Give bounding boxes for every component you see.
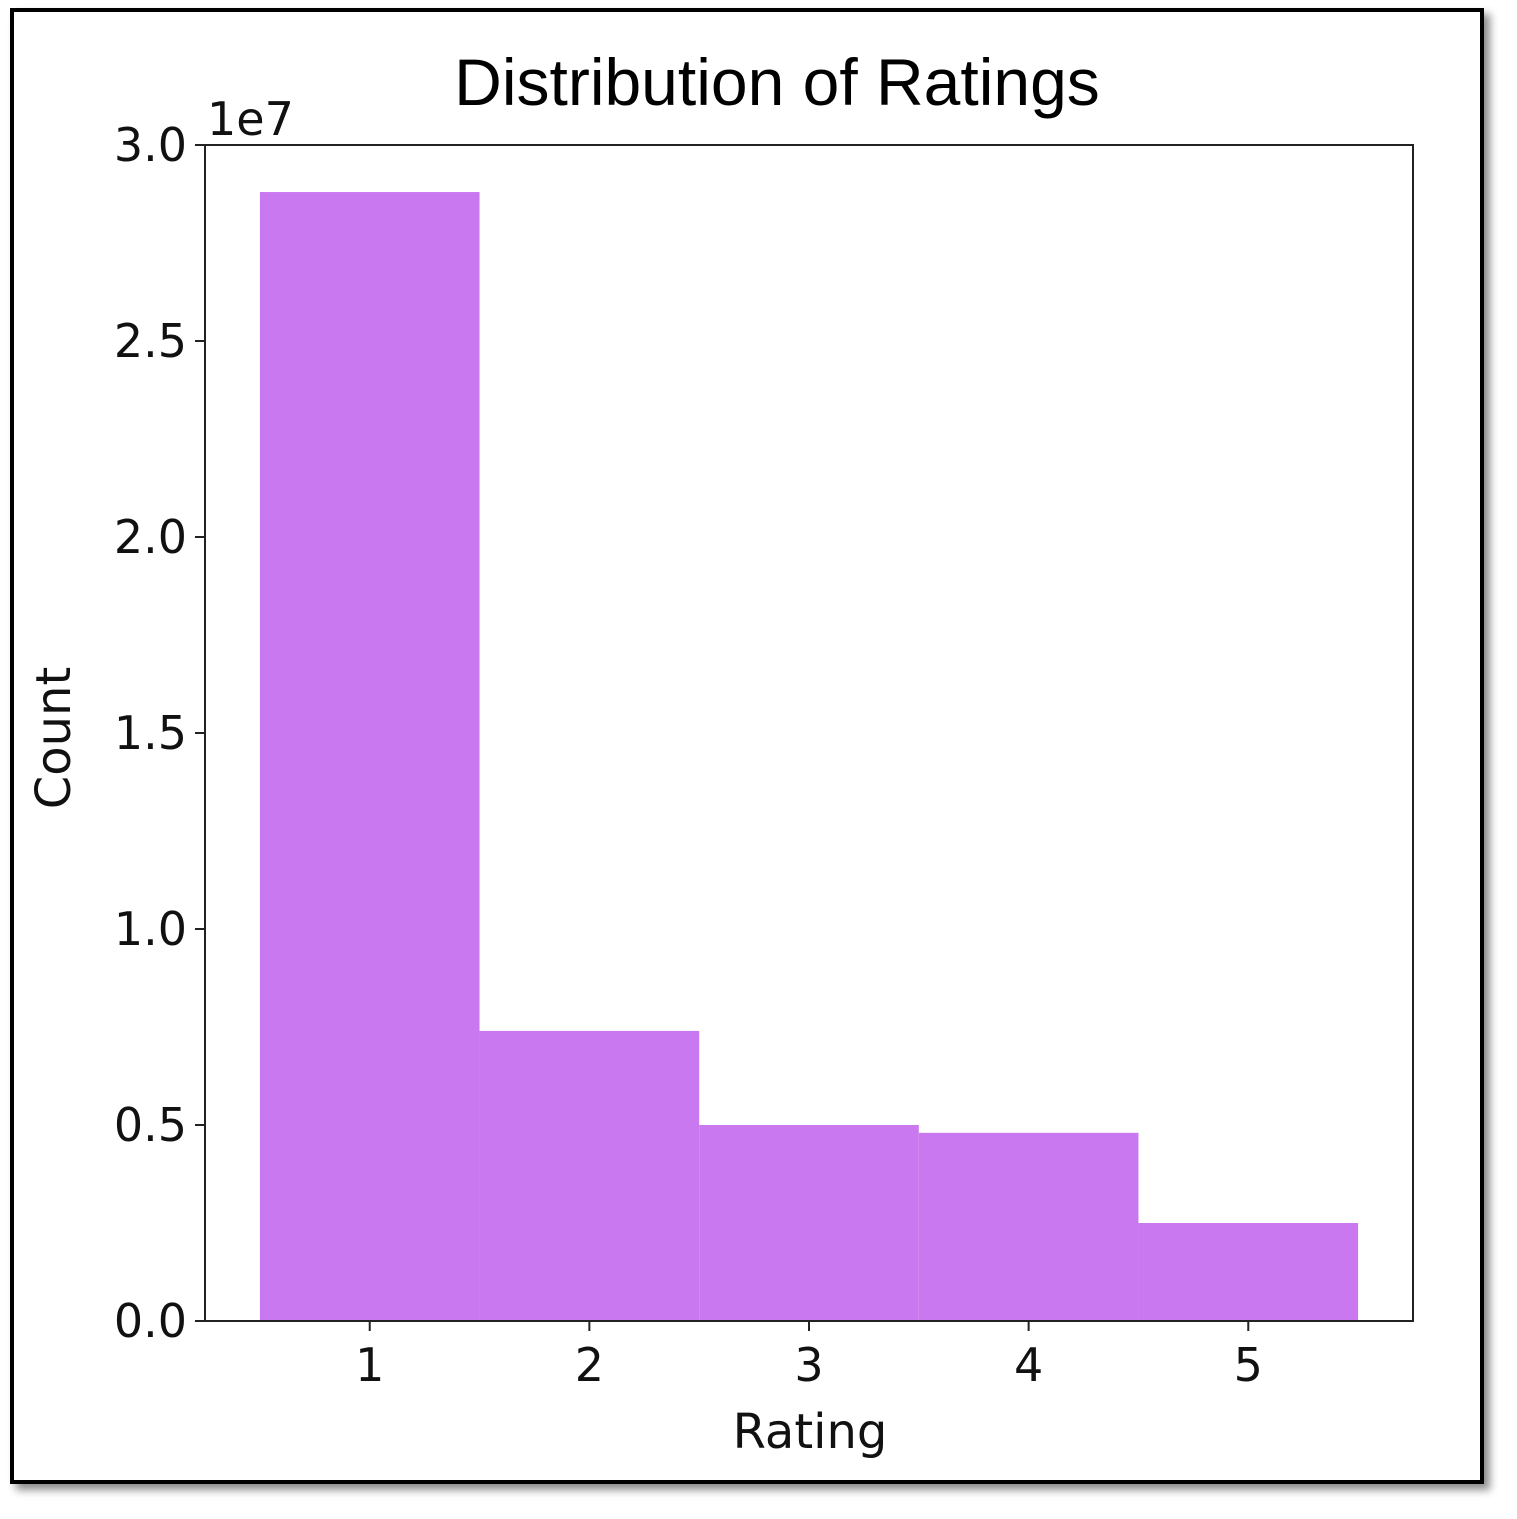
x-axis-ticks: 1 2 3 4 5 xyxy=(355,1321,1263,1392)
x-tick-label: 1 xyxy=(355,1338,384,1392)
y-tick-label: 0.0 xyxy=(114,1294,187,1348)
y-tick-label: 2.0 xyxy=(114,510,187,564)
y-tick-label: 1.0 xyxy=(114,902,187,956)
bar-rating-5 xyxy=(1138,1223,1359,1321)
bars-group xyxy=(259,192,1359,1321)
chart-title: Distribution of Ratings xyxy=(454,45,1100,119)
x-tick-label: 4 xyxy=(1014,1338,1043,1392)
y-axis-label: Count xyxy=(26,667,82,810)
y-offset-label: 1e7 xyxy=(207,92,294,146)
bar-rating-1 xyxy=(259,192,480,1321)
y-tick-label: 1.5 xyxy=(114,706,187,760)
bar-rating-4 xyxy=(918,1132,1139,1321)
bar-rating-3 xyxy=(699,1125,919,1321)
y-tick-label: 3.0 xyxy=(114,118,187,172)
bar-rating-2 xyxy=(479,1030,700,1321)
x-tick-label: 2 xyxy=(575,1338,604,1392)
x-tick-label: 5 xyxy=(1234,1338,1263,1392)
y-tick-label: 0.5 xyxy=(114,1098,187,1152)
x-tick-label: 3 xyxy=(794,1338,823,1392)
x-axis-label: Rating xyxy=(733,1404,888,1460)
y-tick-label: 2.5 xyxy=(114,314,187,368)
y-axis-ticks: 0.0 0.5 1.0 1.5 2.0 2.5 3.0 xyxy=(114,118,205,1348)
